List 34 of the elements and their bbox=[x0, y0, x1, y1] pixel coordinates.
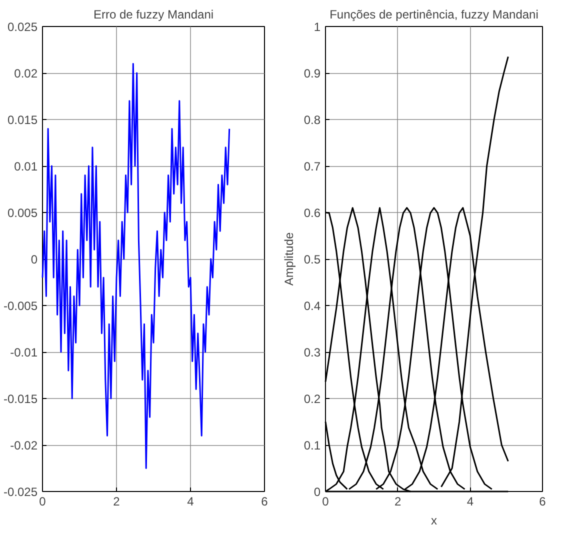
y-tick-label: -0.015 bbox=[3, 392, 38, 406]
y-tick-label: 0 bbox=[314, 485, 321, 499]
x-tick-label: 4 bbox=[187, 494, 194, 508]
x-tick-label: 4 bbox=[466, 494, 474, 508]
y-tick-label: 0.2 bbox=[304, 392, 321, 406]
y-tick-label: 0.9 bbox=[304, 66, 321, 80]
x-tick-label: 0 bbox=[322, 494, 330, 508]
y-tick-label: 0.8 bbox=[304, 113, 321, 127]
y-tick-label: -0.005 bbox=[3, 299, 38, 313]
y-tick-label: 0.02 bbox=[14, 66, 38, 80]
y-tick-label: 0.6 bbox=[304, 206, 321, 220]
y-tick-label: -0.025 bbox=[3, 485, 38, 499]
y-axis-title: Amplitude bbox=[282, 232, 296, 286]
x-tick-label: 6 bbox=[261, 494, 268, 508]
y-tick-label: 0.5 bbox=[304, 252, 321, 266]
x-tick-label: 0 bbox=[39, 494, 46, 508]
x-tick-label: 6 bbox=[539, 494, 546, 508]
y-tick-label: 1 bbox=[314, 20, 321, 34]
y-tick-label: 0.7 bbox=[304, 160, 321, 174]
x-tick-label: 2 bbox=[394, 494, 402, 508]
y-tick-label: 0.025 bbox=[7, 20, 38, 34]
chart-title: Funções de pertinência, fuzzy Mandani bbox=[330, 8, 538, 22]
y-tick-label: 0.015 bbox=[7, 113, 38, 127]
y-tick-label: -0.01 bbox=[10, 346, 38, 360]
chart-title: Erro de fuzzy Mandani bbox=[93, 8, 214, 22]
y-tick-label: 0.005 bbox=[7, 206, 38, 220]
y-tick-label: -0.02 bbox=[10, 438, 38, 452]
x-axis-title: x bbox=[431, 514, 437, 528]
y-tick-label: 0 bbox=[30, 252, 38, 266]
y-tick-label: 0.4 bbox=[304, 299, 321, 313]
y-tick-label: 0.3 bbox=[304, 346, 321, 360]
y-tick-label: 0.1 bbox=[304, 438, 321, 452]
y-tick-label: 0.01 bbox=[14, 160, 38, 174]
x-tick-label: 2 bbox=[113, 494, 120, 508]
